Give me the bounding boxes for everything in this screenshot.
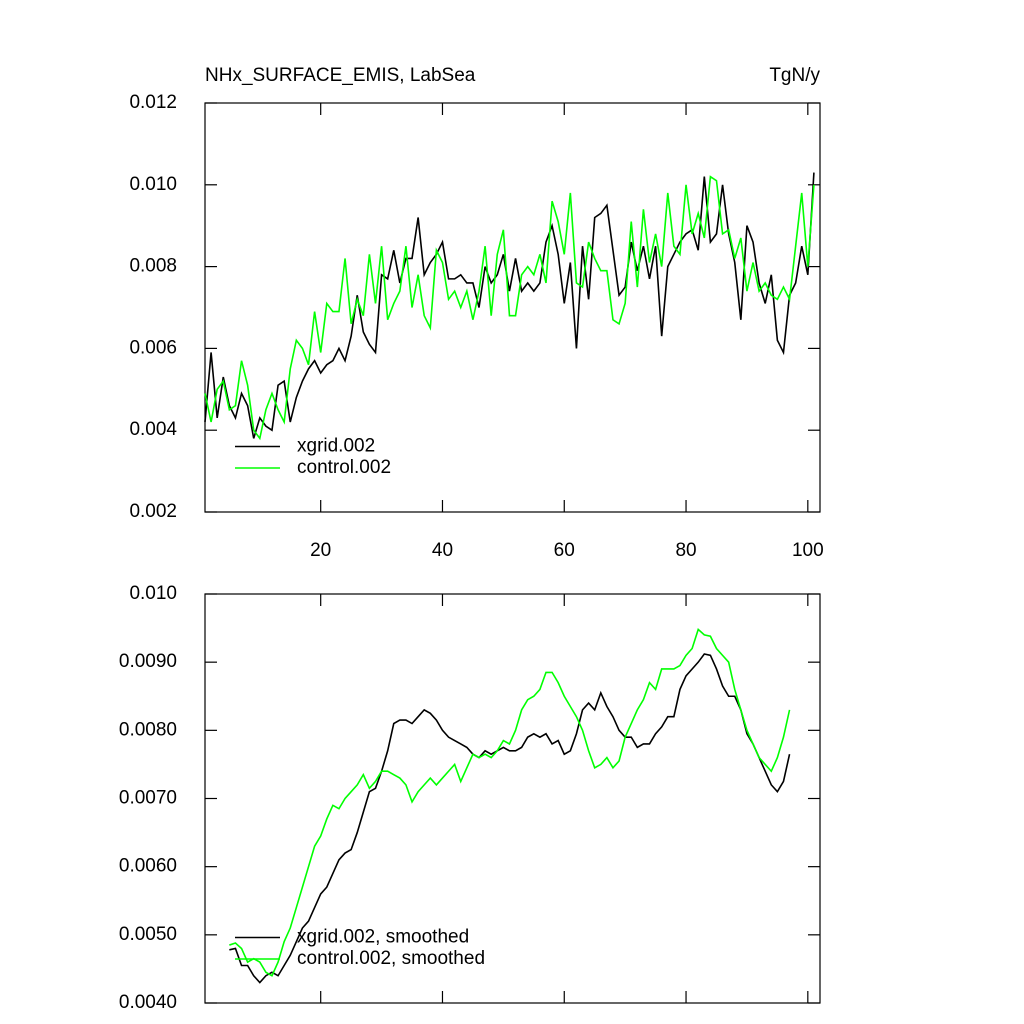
plot-frame [204,102,821,513]
y-tick-label: 0.002 [129,501,177,522]
y-tick-label: 0.010 [129,583,177,604]
series-line [229,628,791,977]
y-tick-label: 0.008 [129,256,177,277]
y-tick-label: 0.004 [129,419,177,440]
y-tick-label: 0.0050 [119,924,177,945]
legend-label: xgrid.002, smoothed [297,927,469,948]
y-tick-label: 0.010 [129,174,177,195]
x-tick-label: 40 [432,540,453,561]
x-tick-label: 60 [554,540,575,561]
y-tick-label: 0.0080 [119,719,177,740]
legend-label: control.002, smoothed [297,948,485,969]
series-line [204,172,815,439]
x-tick-label: 80 [675,540,696,561]
y-tick-label: 0.0090 [119,651,177,672]
y-tick-label: 0.0040 [119,992,177,1013]
x-tick-label: 100 [792,540,824,561]
y-tick-label: 0.006 [129,337,177,358]
x-tick-label: 20 [310,540,331,561]
legend-label: control.002 [297,457,391,478]
y-tick-label: 0.0060 [119,856,177,877]
chart-title: NHx_SURFACE_EMIS, LabSea [205,65,476,86]
y-tick-label: 0.0070 [119,788,177,809]
y-tick-label: 0.012 [129,92,177,113]
legend-label: xgrid.002 [297,436,375,457]
series-line [204,175,815,441]
units-label: TgN/y [769,65,820,86]
series-line [229,653,791,984]
